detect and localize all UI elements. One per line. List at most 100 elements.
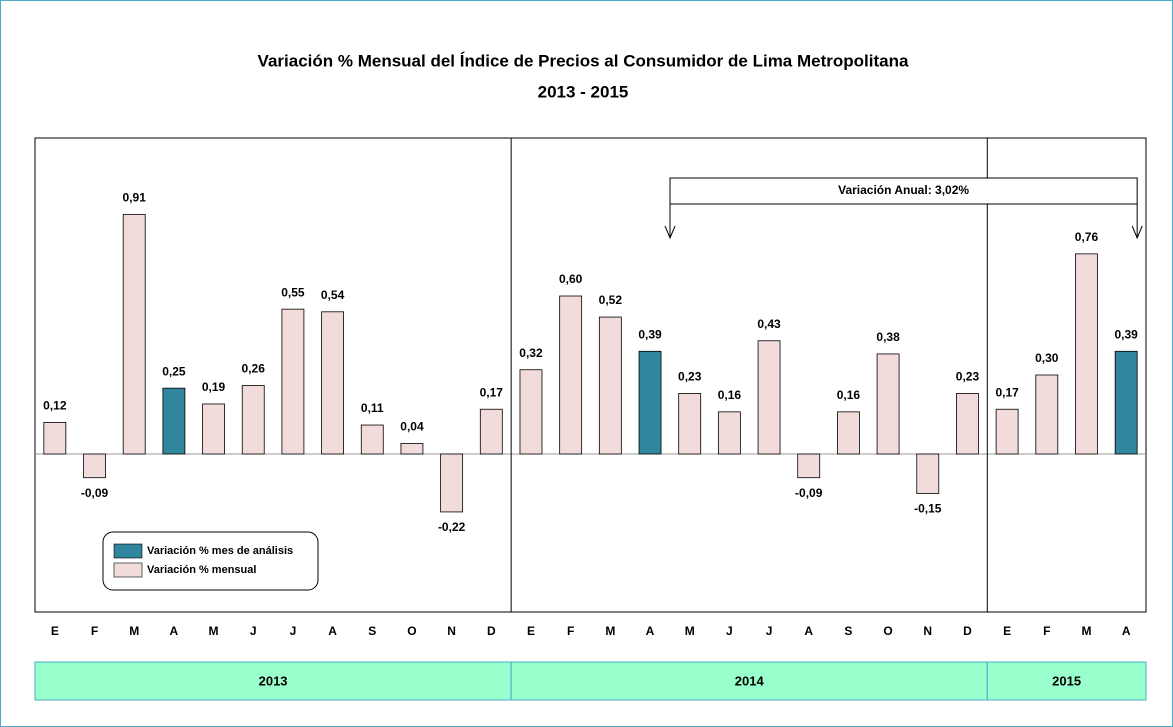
x-tick-label: E xyxy=(51,624,59,638)
bar xyxy=(678,393,702,455)
data-label: -0,15 xyxy=(914,502,942,516)
data-label: 0,11 xyxy=(361,401,384,415)
bar xyxy=(162,387,186,455)
bar xyxy=(797,453,821,479)
bar xyxy=(876,353,900,455)
data-label: -0,22 xyxy=(438,520,466,534)
data-label: 0,32 xyxy=(519,346,543,360)
bar xyxy=(202,403,225,455)
data-label: 0,52 xyxy=(599,293,623,307)
annotation-arrowhead xyxy=(664,225,676,240)
data-label: 0,30 xyxy=(1035,351,1059,365)
bar xyxy=(43,421,67,455)
bar xyxy=(122,213,146,455)
year-label: 2014 xyxy=(735,673,765,688)
x-tick-label: N xyxy=(447,624,456,638)
data-label: 0,23 xyxy=(956,370,980,384)
data-label: 0,39 xyxy=(1114,327,1138,341)
data-label: 0,16 xyxy=(718,388,742,402)
legend-swatch xyxy=(113,562,143,578)
x-tick-label: F xyxy=(567,624,574,638)
x-tick-label: J xyxy=(250,624,257,638)
data-label: 0,39 xyxy=(638,327,662,341)
x-tick-label: M xyxy=(129,624,139,638)
data-label: 0,76 xyxy=(1075,230,1099,244)
data-label: 0,19 xyxy=(202,380,226,394)
year-label: 2015 xyxy=(1052,673,1081,688)
legend-box xyxy=(102,531,319,591)
year-box xyxy=(986,661,1147,701)
bar xyxy=(916,453,940,494)
data-label: 0,91 xyxy=(123,191,147,205)
data-label: 0,55 xyxy=(281,285,305,299)
x-tick-label: A xyxy=(646,624,655,638)
x-tick-label: M xyxy=(685,624,695,638)
x-tick-label: D xyxy=(963,624,972,638)
data-label: 0,17 xyxy=(480,385,504,399)
data-label: 0,38 xyxy=(876,330,900,344)
legend-swatch xyxy=(113,543,143,559)
x-tick-label: E xyxy=(1003,624,1011,638)
x-tick-label: F xyxy=(91,624,98,638)
data-label: 0,12 xyxy=(43,399,67,413)
bar xyxy=(995,408,1019,455)
x-tick-label: D xyxy=(487,624,496,638)
data-label: 0,26 xyxy=(242,362,266,376)
bar xyxy=(400,443,424,455)
bar xyxy=(598,316,622,455)
bar xyxy=(757,340,781,455)
bar xyxy=(479,408,503,455)
plot-area xyxy=(34,137,1147,613)
bar xyxy=(519,369,543,455)
x-tick-label: O xyxy=(407,624,416,638)
data-label: 0,60 xyxy=(559,272,583,286)
data-label: 0,43 xyxy=(757,317,781,331)
x-tick-label: M xyxy=(209,624,219,638)
bar xyxy=(83,453,106,479)
x-tick-label: A xyxy=(170,624,179,638)
x-tick-label: A xyxy=(804,624,813,638)
x-tick-label: O xyxy=(883,624,892,638)
bar xyxy=(837,411,860,455)
x-tick-label: M xyxy=(605,624,615,638)
data-label: -0,09 xyxy=(81,486,109,500)
bar xyxy=(241,385,265,455)
chart-title: Variación % Mensual del Índice de Precio… xyxy=(258,51,909,70)
x-tick-label: N xyxy=(923,624,932,638)
data-label: 0,23 xyxy=(678,370,702,384)
bar xyxy=(956,393,979,455)
x-tick-label: S xyxy=(844,624,852,638)
bar xyxy=(321,311,344,455)
x-tick-label: A xyxy=(328,624,337,638)
x-tick-label: S xyxy=(368,624,376,638)
data-label: -0,09 xyxy=(795,486,823,500)
x-tick-label: J xyxy=(290,624,297,638)
bar xyxy=(440,453,464,513)
year-label: 2013 xyxy=(259,673,288,688)
annotation-arrowhead xyxy=(1131,225,1143,240)
bar xyxy=(281,308,305,455)
x-tick-label: J xyxy=(766,624,773,638)
bar xyxy=(638,350,662,455)
bar xyxy=(360,424,384,455)
x-tick-label: A xyxy=(1122,624,1131,638)
x-tick-label: E xyxy=(527,624,535,638)
bar xyxy=(1114,350,1138,455)
bar xyxy=(1035,374,1059,455)
x-tick-label: M xyxy=(1081,624,1091,638)
data-label: 0,17 xyxy=(995,385,1019,399)
data-label: 0,54 xyxy=(321,288,345,302)
bar xyxy=(717,411,741,455)
chart-subtitle: 2013 - 2015 xyxy=(538,82,629,101)
legend-label: Variación % mes de análisis xyxy=(147,545,293,557)
annotation-text: Variación Anual: 3,02% xyxy=(838,183,969,197)
x-tick-label: F xyxy=(1043,624,1050,638)
data-label: 0,04 xyxy=(400,420,424,434)
data-label: 0,16 xyxy=(837,388,861,402)
legend-label: Variación % mensual xyxy=(147,564,256,576)
year-box xyxy=(510,661,988,701)
bar xyxy=(559,295,583,455)
annotation-box xyxy=(669,177,1138,205)
